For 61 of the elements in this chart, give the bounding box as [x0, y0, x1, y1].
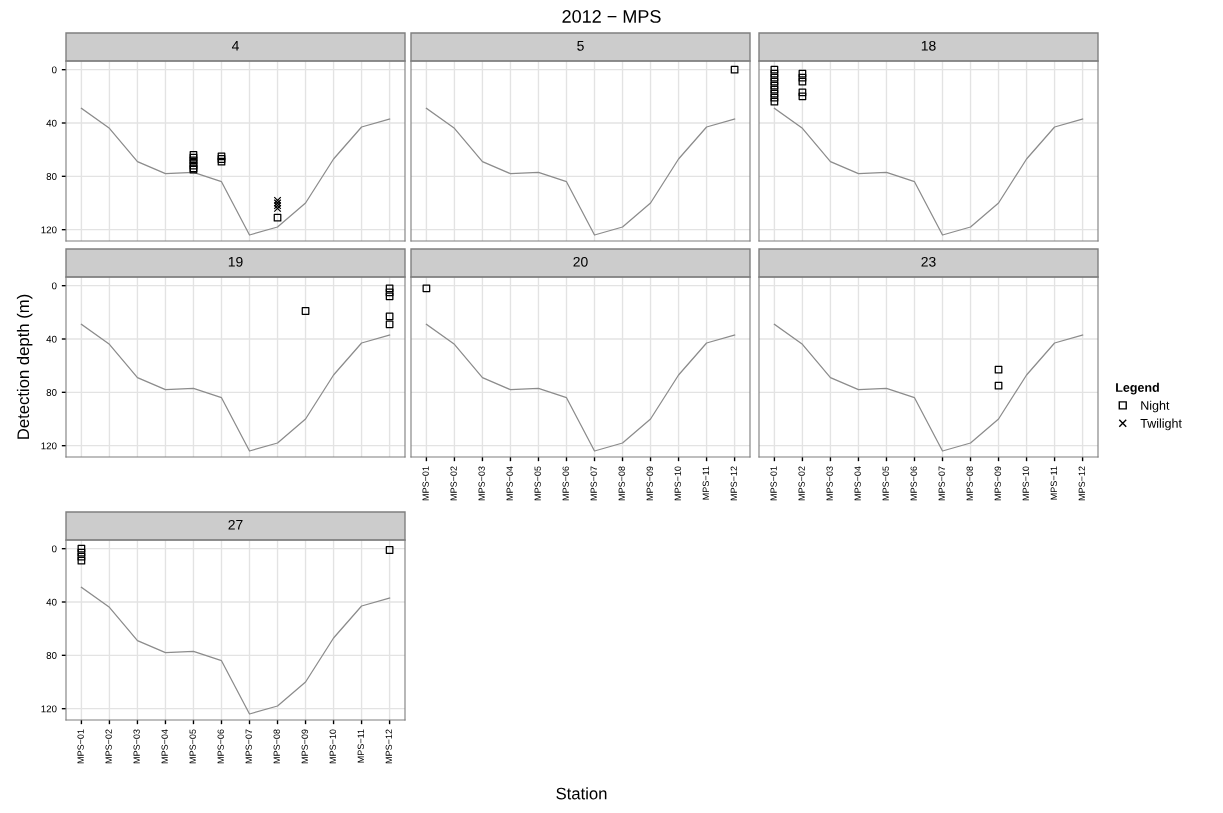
y-tick-label: 0 [51, 282, 57, 290]
x-tick-label: MPS−07 [590, 466, 597, 501]
x-tick-label: MPS−01 [77, 729, 84, 764]
x-tick-label: MPS−05 [882, 466, 889, 501]
y-tick-label: 120 [41, 442, 57, 450]
y-tick-label: 0 [51, 545, 57, 553]
x-tick-label: MPS−12 [730, 466, 738, 501]
x-tick-label: MPS−05 [534, 466, 541, 501]
x-tick-label: MPS−01 [422, 466, 429, 501]
x-tick-label: MPS−03 [133, 729, 140, 764]
y-axis-title: Detection depth (m) [16, 294, 33, 439]
x-tick-label: MPS−09 [994, 466, 1001, 501]
x-tick-label: MPS−08 [966, 466, 973, 501]
legend-label: Twilight [1140, 418, 1182, 431]
x-tick-label: MPS−08 [618, 466, 625, 501]
chart-subtitle: 27 [228, 519, 243, 530]
x-tick-label: MPS−01 [770, 466, 777, 501]
x-tick-label: MPS−05 [189, 729, 196, 764]
x-tick-label: MPS−08 [273, 729, 280, 764]
x-tick-label: MPS−02 [798, 466, 805, 501]
x-tick-label: MPS−04 [506, 466, 513, 501]
x-tick-label: MPS−02 [105, 729, 112, 764]
x-tick-label: MPS−06 [217, 729, 224, 764]
y-tick-label: 40 [46, 598, 57, 606]
chart-subtitle: 5 [577, 41, 584, 51]
y-tick-label: 80 [46, 389, 57, 396]
chart-subtitle: 4 [231, 41, 239, 51]
x-tick-label: MPS−12 [385, 729, 393, 764]
x-tick-label: MPS−10 [329, 729, 336, 764]
x-tick-label: MPS−10 [674, 466, 681, 501]
x-tick-label: MPS−10 [1022, 466, 1029, 501]
x-tick-label: MPS−03 [478, 466, 485, 501]
x-tick-label: MPS−09 [301, 729, 308, 764]
x-tick-label: MPS−11 [357, 729, 364, 763]
x-tick-label: MPS−11 [1050, 466, 1057, 500]
x-tick-label: MPS−02 [450, 466, 457, 501]
y-tick-label: 120 [41, 705, 57, 713]
y-tick-label: 120 [41, 226, 57, 234]
x-tick-label: MPS−04 [854, 466, 861, 501]
chart-title: 2012 − MPS [562, 10, 661, 23]
x-tick-label: MPS−06 [910, 466, 917, 501]
x-axis-title: Station [556, 787, 607, 800]
x-tick-label: MPS−11 [702, 466, 709, 500]
y-tick-label: 0 [51, 66, 57, 74]
x-tick-label: MPS−12 [1078, 466, 1086, 501]
chart-subtitle: 23 [921, 256, 936, 267]
x-tick-label: MPS−07 [938, 466, 945, 501]
x-tick-label: MPS−09 [646, 466, 653, 501]
x-tick-label: MPS−03 [826, 466, 833, 501]
legend-title: Legend [1116, 382, 1159, 395]
x-tick-label: MPS−06 [562, 466, 569, 501]
y-tick-label: 40 [46, 119, 57, 127]
y-tick-label: 80 [46, 652, 57, 659]
legend-label: Night [1141, 400, 1170, 413]
chart-subtitle: 18 [921, 40, 936, 51]
y-tick-label: 80 [46, 173, 57, 180]
x-tick-label: MPS−04 [161, 729, 168, 764]
chart-subtitle: 20 [573, 256, 588, 267]
x-tick-label: MPS−07 [245, 729, 252, 764]
y-tick-label: 40 [46, 335, 57, 343]
chart-subtitle: 19 [228, 256, 243, 267]
